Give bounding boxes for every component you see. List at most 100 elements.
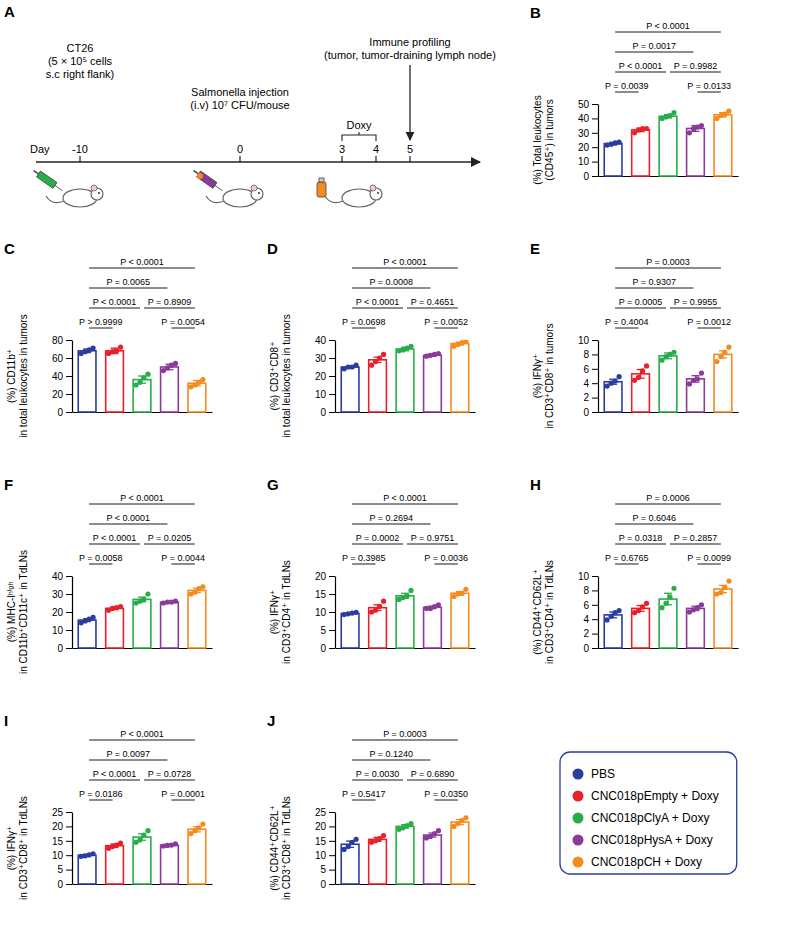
y-axis-title: (%) IFNγ⁺in CD3⁺CD8⁺ in tumors: [532, 323, 555, 428]
comparisons: P < 0.0001P < 0.0001P < 0.0001P = 0.0205…: [79, 493, 205, 564]
bar: [451, 593, 469, 648]
y-tick-mark: [592, 619, 598, 620]
comparison-label: P < 0.0001: [93, 769, 137, 779]
bar: [604, 382, 622, 412]
y-axis-title-line: (%) IFNγ⁺: [269, 590, 280, 635]
comparison-bracket: [89, 268, 195, 269]
comparison-bracket: [615, 32, 721, 33]
y-tick: 0: [57, 407, 72, 418]
y-tick: 25: [315, 807, 335, 818]
y-tick: 8: [583, 349, 598, 360]
comparison-label: P < 0.0001: [93, 533, 137, 543]
y-tick-mark: [329, 884, 335, 885]
y-tick-mark: [329, 376, 335, 377]
event-label: s.c right flank): [46, 68, 114, 80]
y-axis: 01020304050: [578, 99, 599, 182]
y-tick-mark: [329, 594, 335, 595]
y-tick-mark: [592, 133, 598, 134]
y-tick-mark: [66, 648, 72, 649]
data-point: [118, 604, 123, 609]
comparison-label: P = 0.9982: [674, 61, 718, 71]
y-tick: 30: [578, 128, 598, 139]
y-tick-label: 2: [583, 392, 589, 403]
data-point: [381, 833, 386, 838]
bar: [659, 356, 677, 412]
panel: E0246810(%) IFNγ⁺in CD3⁺CD8⁺ in tumorsP …: [530, 240, 739, 429]
y-tick-label: 10: [315, 389, 327, 400]
event-label: Doxy: [346, 119, 372, 131]
bar: [161, 845, 179, 884]
y-tick-mark: [66, 841, 72, 842]
mouse-tail: [325, 196, 343, 203]
comparison-label: P = 0.9307: [632, 277, 676, 287]
comparison-label: P < 0.0001: [120, 257, 164, 267]
comparison-label: P = 0.4004: [605, 317, 649, 327]
y-tick: 20: [52, 389, 72, 400]
legend-label: CNC018pHysA + Doxy: [591, 833, 713, 847]
y-axis: 0510152025: [315, 807, 336, 890]
y-tick-mark: [66, 358, 72, 359]
comparison-bracket: [352, 308, 403, 309]
bar: [369, 839, 387, 884]
y-tick-mark: [592, 634, 598, 635]
data-point: [145, 828, 150, 833]
y-tick-mark: [592, 147, 598, 148]
y-axis-line: [335, 341, 336, 413]
mouse-ear: [91, 185, 97, 191]
bar: [424, 835, 442, 884]
legend-label: CNC018pClyA + Doxy: [591, 811, 709, 825]
y-axis-line: [598, 341, 599, 413]
y-tick-label: 15: [52, 836, 64, 847]
y-tick: 40: [52, 571, 72, 582]
comparison-label: P = 0.1240: [369, 749, 413, 759]
data-point: [408, 821, 413, 826]
figure: ADay-100345CT26(5 × 10⁵ cellss.c right f…: [0, 0, 790, 926]
comparison-label: P = 0.6765: [605, 553, 649, 563]
data-point: [373, 359, 378, 364]
data-point: [369, 363, 374, 368]
comparison-label: P = 0.0097: [106, 749, 150, 759]
y-tick-label: 20: [578, 142, 590, 153]
y-tick-label: 0: [57, 643, 63, 654]
comparison-bracket: [352, 288, 430, 289]
plot-marks: [604, 109, 732, 176]
y-tick-mark: [592, 648, 598, 649]
syringe-icon: [192, 168, 225, 194]
comparisons: P < 0.0001P = 0.0008P < 0.0001P = 0.4651…: [342, 257, 468, 328]
data-point: [726, 109, 731, 114]
comparison-bracket: [670, 544, 721, 545]
data-point: [90, 615, 95, 620]
data-point: [118, 345, 123, 350]
y-tick-label: 10: [578, 335, 590, 346]
y-axis-title-line: (%) CD44⁺CD62L⁺: [269, 805, 280, 891]
bar: [451, 344, 469, 412]
comparison-label: P = 0.3985: [342, 553, 386, 563]
y-tick-label: 10: [578, 571, 590, 582]
comparison-label: P = 0.0012: [687, 317, 731, 327]
plot-marks: [78, 821, 206, 884]
timeline-tick: [239, 156, 240, 162]
y-axis-title-line: (CD45⁺) in tumors: [544, 99, 555, 180]
y-tick-label: 5: [57, 864, 63, 875]
syringe-icon: [32, 168, 65, 194]
mouse-icon: [46, 185, 103, 207]
comparison-label: P = 0.2694: [369, 513, 413, 523]
y-tick-mark: [329, 826, 335, 827]
timeline-arrow: [36, 161, 480, 163]
y-tick-mark: [66, 394, 72, 395]
comparisons: P = 0.0003P = 0.9307P = 0.0005P = 0.9955…: [605, 257, 731, 328]
data-point: [200, 584, 205, 589]
bar: [106, 608, 124, 648]
y-axis-title-line: in total leukocytes in tumors: [18, 314, 29, 437]
data-point: [659, 605, 664, 610]
data-point: [404, 593, 409, 598]
y-tick: 10: [578, 335, 598, 346]
data-point: [726, 578, 731, 583]
y-tick: 60: [52, 353, 72, 364]
panel-letter: B: [530, 4, 541, 21]
comparison-label: P = 0.0350: [424, 789, 468, 799]
comparison-bracket: [615, 328, 638, 329]
y-axis-title-line: (%) CD3⁺CD8⁺: [269, 342, 280, 411]
data-point: [644, 363, 649, 368]
comparison-bracket: [89, 800, 112, 801]
